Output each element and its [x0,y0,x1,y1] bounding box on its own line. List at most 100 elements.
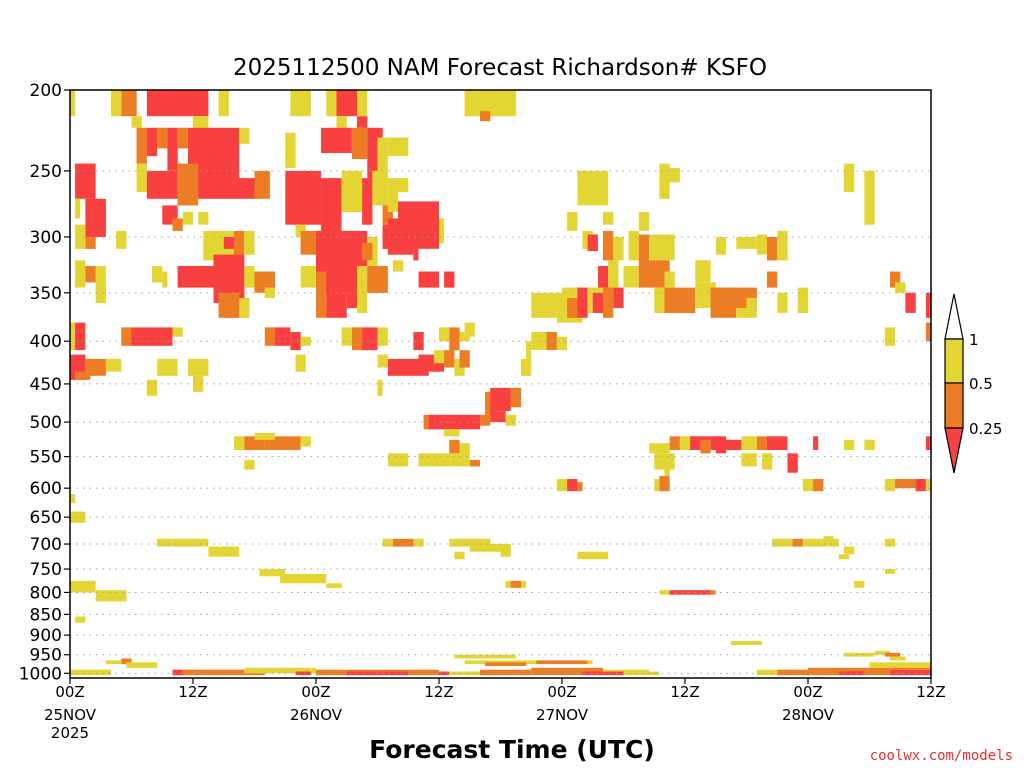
data-cell [649,671,660,676]
data-cell [895,479,916,489]
data-cell [285,132,296,168]
data-cell [454,551,465,560]
data-cell [567,298,578,318]
data-cell [116,230,127,249]
x-tick-year: 2025 [51,724,89,742]
data-cell [838,554,850,560]
data-cell [915,479,926,492]
data-cell [126,662,158,668]
data-cell [449,439,460,454]
data-cell [869,662,931,668]
data-cell [792,538,803,547]
data-cell [121,90,137,117]
data-cell [218,90,229,117]
data-cell [244,230,255,255]
data-cell [925,436,931,450]
data-cell [95,590,127,602]
data-cell [592,292,604,313]
data-cell [413,332,424,351]
data-cell [152,266,163,283]
data-cell [925,479,931,492]
data-cell [813,436,819,450]
data-cell [316,271,327,318]
colorbar-label: 0.25 [969,420,1002,438]
x-tick-label: 12Z [916,683,945,701]
data-cell [387,137,409,157]
data-cell [387,218,414,255]
data-cell [70,322,76,351]
credit-text: coolwx.com/models [870,748,1013,764]
data-cell [275,327,291,346]
data-cell [864,439,875,450]
data-cell [638,211,650,231]
data-cell [777,230,788,261]
data-cell [85,237,96,249]
data-cell [613,237,624,261]
data-cell [767,271,778,288]
data-cell [449,327,460,351]
data-cell [669,436,680,450]
data-cell [290,90,311,117]
data-cell [864,170,875,225]
data-cell [843,546,855,555]
y-tick-label: 900 [30,626,62,646]
data-cell [121,327,132,346]
y-tick-label: 250 [30,162,62,182]
data-cell [234,230,245,261]
data-cell [556,336,568,351]
data-cell [146,379,158,396]
y-tick-label: 500 [30,413,62,433]
y-tick-label: 350 [30,284,62,304]
x-tick-label: 00Z [547,683,576,701]
data-cell [418,453,450,467]
data-cell [802,538,839,547]
data-cell [510,387,522,408]
data-cell [239,298,250,318]
data-cell [925,322,931,342]
data-cell [70,669,111,676]
data-cell [259,569,286,577]
x-tick-date: 27NOV [536,706,589,724]
data-cell [357,266,368,313]
data-cell [187,358,209,376]
data-cell [843,652,875,657]
data-cell [377,327,388,346]
data-cell [746,298,757,313]
data-cell [377,137,388,171]
data-cell [131,327,173,346]
data-cell [884,479,896,492]
data-cell [146,127,158,157]
data-cell [510,580,522,588]
data-cell [177,163,199,206]
data-cell [843,163,855,192]
data-cell [577,170,609,206]
data-cell [526,341,532,359]
data-cell [300,436,311,447]
data-cell [326,90,337,117]
data-cell [157,538,209,547]
data-cell [218,292,240,318]
data-cell [372,170,388,206]
data-cell [382,538,393,547]
data-cell [664,287,696,313]
data-cell [459,350,470,368]
data-cell [654,453,675,470]
y-tick-label: 850 [30,605,62,625]
data-cell [485,391,496,415]
data-cell [300,230,322,255]
data-cell [664,466,670,476]
data-cell [264,287,276,298]
y-tick-label: 200 [30,81,62,101]
data-cell [362,327,378,351]
data-cell [392,538,414,547]
data-cell [346,671,409,676]
data-cell [326,260,347,318]
y-tick-label: 1000 [19,664,62,684]
chart-title: 2025112500 NAM Forecast Richardson# KSFO [233,55,767,81]
data-cell [439,327,450,342]
data-cell [531,667,604,676]
gridlines [70,170,931,674]
data-cell [490,387,511,411]
data-cell [731,641,762,645]
